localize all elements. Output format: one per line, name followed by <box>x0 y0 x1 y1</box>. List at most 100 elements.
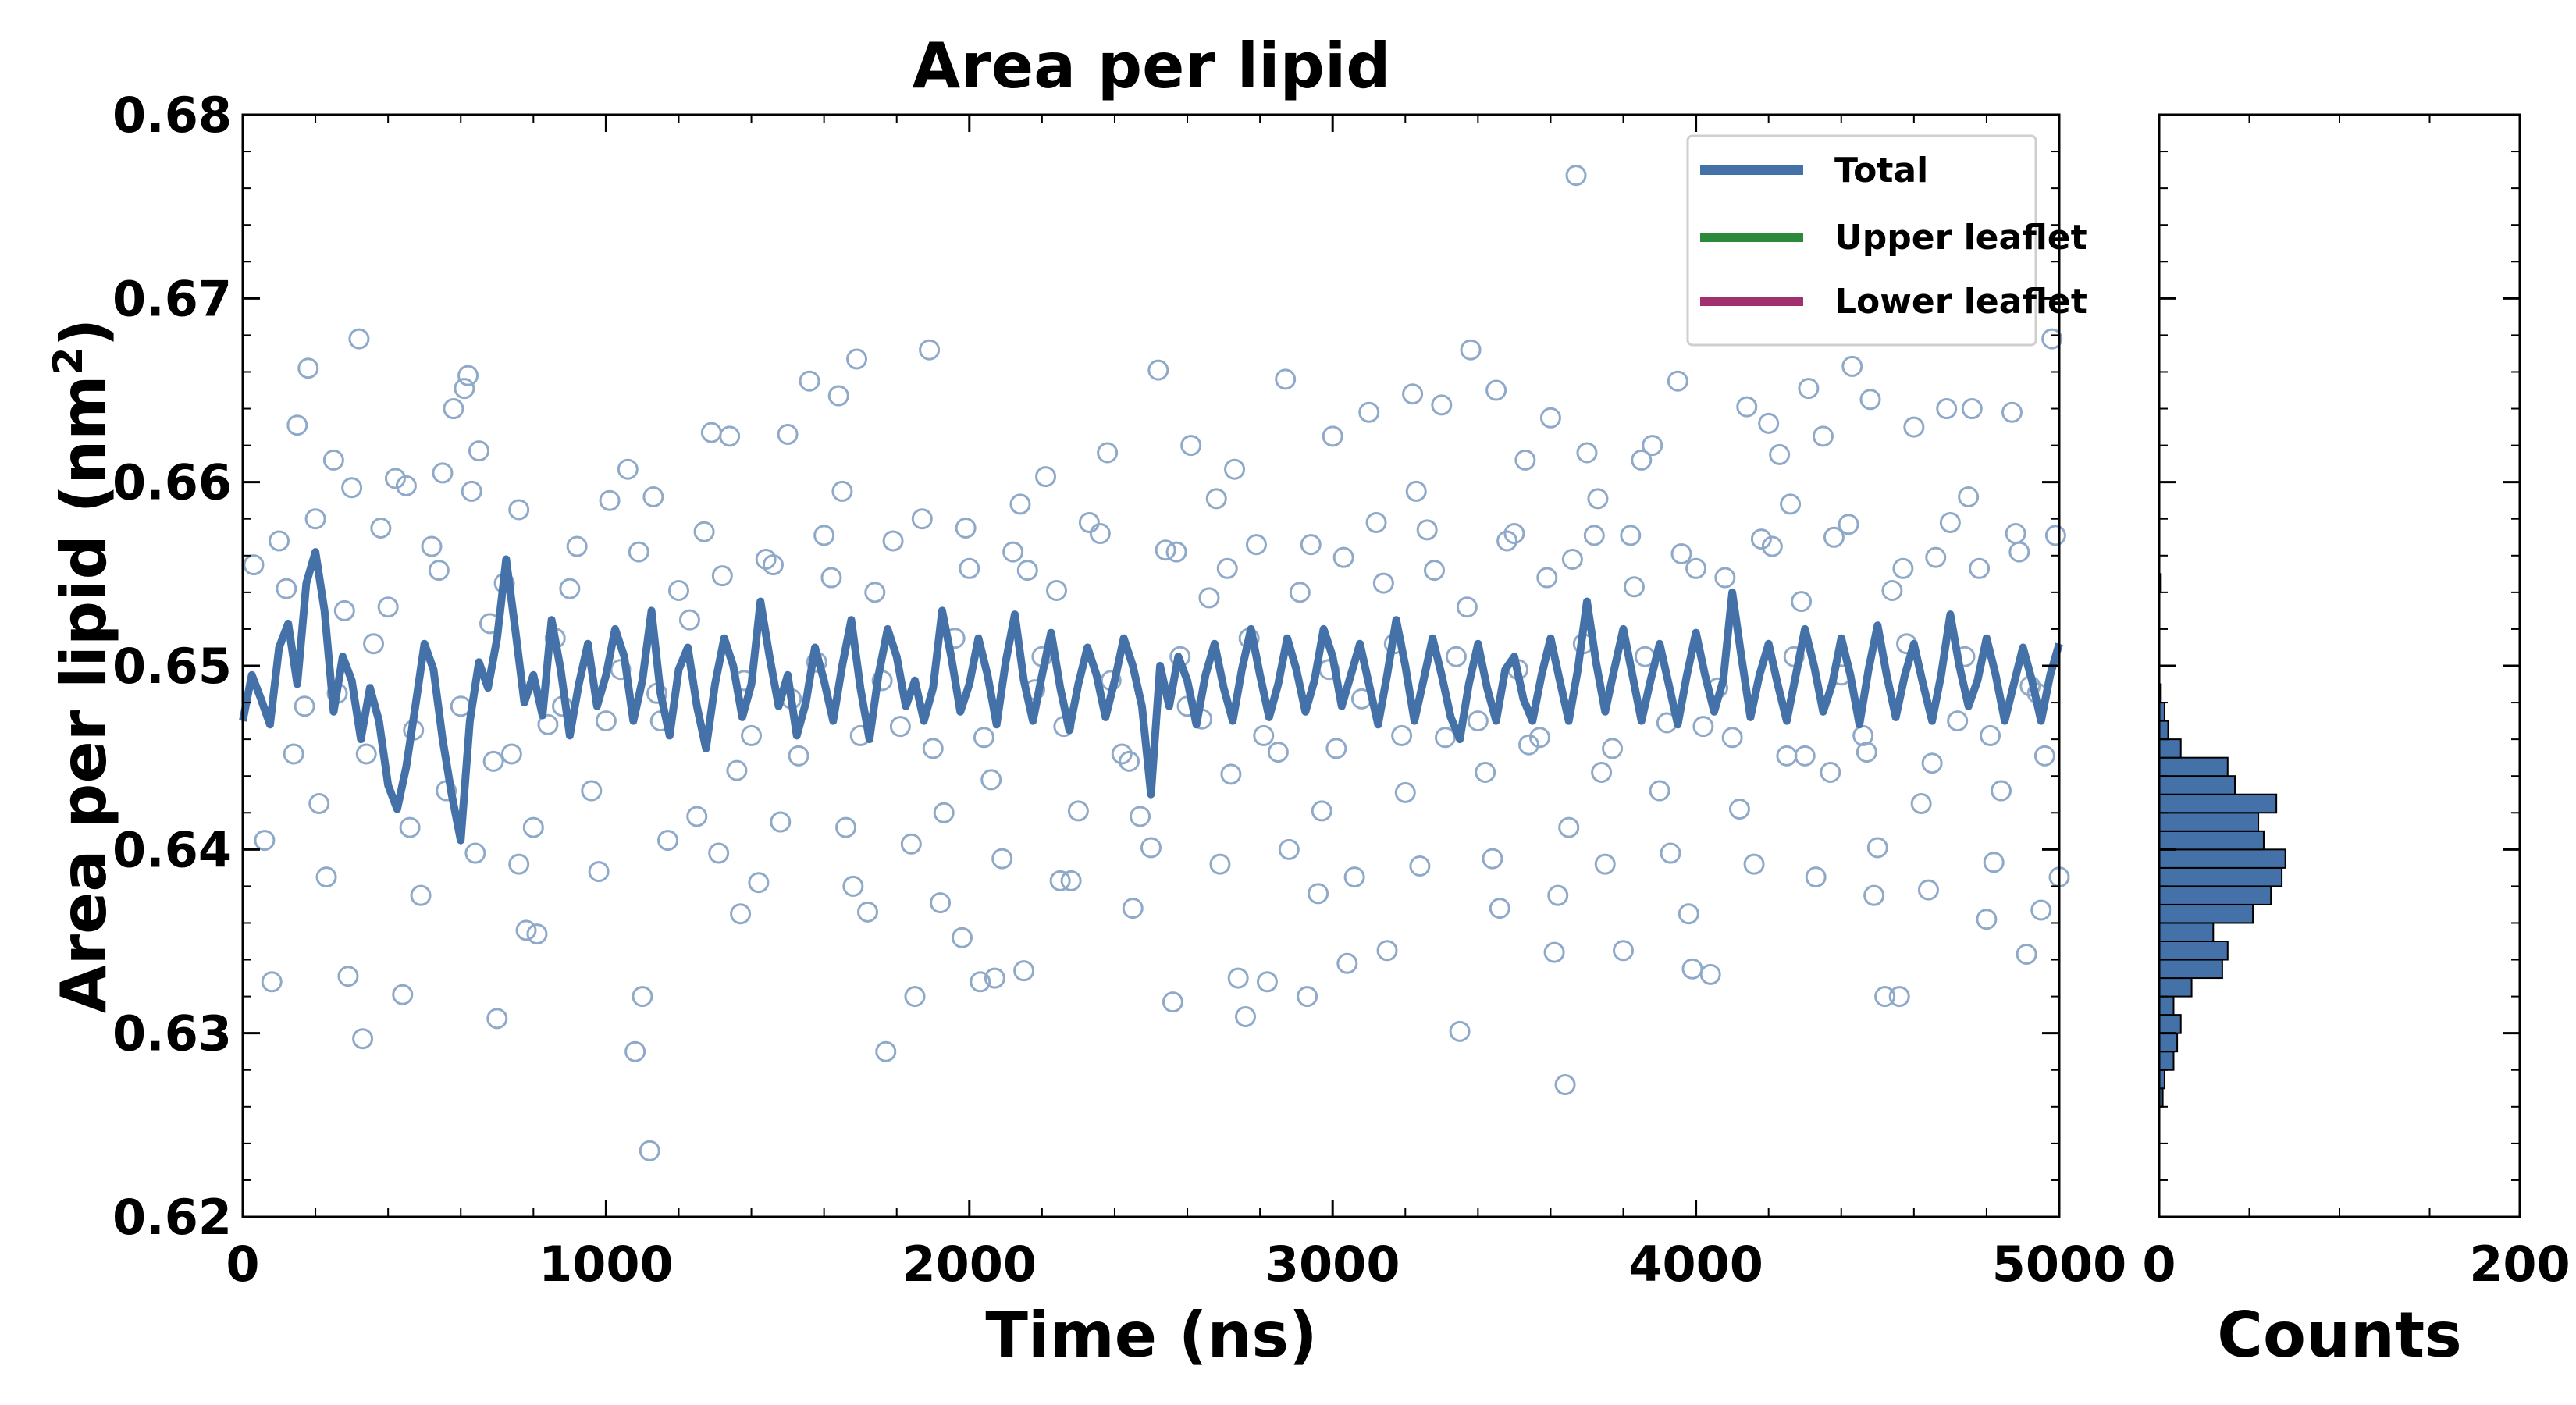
histogram-axis-ticks: 0 200 <box>2142 113 2571 1293</box>
scatter-point-223 <box>333 599 355 621</box>
scatter-point-103 <box>711 565 733 587</box>
scatter-point-129 <box>1289 582 1311 603</box>
scatter-point-287 <box>1308 883 1329 905</box>
scatter-point-89 <box>355 743 377 765</box>
y-axis-label-close: ) <box>48 318 120 347</box>
scatter-point-270 <box>1852 724 1874 746</box>
scatter-point-14 <box>468 440 490 462</box>
scatter-point-276 <box>2033 745 2055 767</box>
scatter-point-45 <box>1256 971 1278 993</box>
scatter-point-182 <box>770 811 792 833</box>
y-tick-label-2: 0.64 <box>112 821 232 878</box>
scatter-point-118 <box>1045 580 1067 602</box>
scatter-point-110 <box>864 582 886 603</box>
histogram-plot: 0 200 <box>2142 113 2571 1293</box>
scatter-point-2 <box>286 414 308 436</box>
scatter-point-167 <box>283 743 304 765</box>
scatter-point-108 <box>813 525 835 546</box>
scatter-point-90 <box>377 596 399 618</box>
x-axis-label: Time (ns) <box>985 1299 1317 1371</box>
scatter-point-133 <box>1372 572 1394 594</box>
scatter-point-25 <box>799 370 820 392</box>
scatter-point-206 <box>1594 853 1616 875</box>
histogram-bar-18 <box>2158 756 2229 777</box>
scatter-point-212 <box>1805 866 1827 888</box>
scatter-point-242 <box>922 738 944 759</box>
scatter-point-218 <box>1983 852 2005 873</box>
x-tick-label-3: 3000 <box>1265 1236 1400 1293</box>
scatter-point-243 <box>955 518 977 539</box>
scatter-point-102 <box>686 806 708 827</box>
x-tick-label-2: 2000 <box>902 1236 1037 1293</box>
scatter-point-204 <box>1547 884 1569 906</box>
scatter-point-176 <box>588 861 610 883</box>
legend-box <box>1686 134 2037 347</box>
scatter-point-278 <box>395 475 417 496</box>
scatter-point-92 <box>421 535 443 557</box>
scatter-point-28 <box>856 901 878 923</box>
histogram-bar-12 <box>2158 866 2283 887</box>
y-axis-label: Area per lipid (nm2) <box>45 318 120 1014</box>
scatter-point-259 <box>1503 523 1525 545</box>
y-tick-label-6: 0.68 <box>112 87 232 144</box>
histogram-bar-6 <box>2158 977 2193 998</box>
scatter-point-56 <box>1485 379 1507 401</box>
scatter-point-271 <box>1892 557 1914 579</box>
scatter-point-113 <box>933 802 955 823</box>
histogram-bar-19 <box>2158 738 2182 759</box>
scatter-point-161 <box>1969 557 1991 579</box>
scatter-point-190 <box>1060 870 1082 891</box>
scatter-point-249 <box>1165 541 1187 563</box>
scatter-point-10 <box>432 462 454 484</box>
scatter-point-201 <box>1445 646 1467 667</box>
scatter-point-15 <box>486 1008 508 1030</box>
scatter-point-91 <box>399 816 421 838</box>
histogram-bar-3 <box>2158 1032 2179 1053</box>
scatter-point-152 <box>1776 745 1798 767</box>
scatter-point-1 <box>297 357 319 379</box>
scatter-point-31 <box>919 339 941 361</box>
scatter-point-59 <box>1543 941 1565 963</box>
scatter-point-170 <box>410 884 432 906</box>
scatter-point-0 <box>261 971 283 993</box>
legend-label-total: Total <box>1834 151 1928 190</box>
y-axis-label-text: Area per lipid (nm <box>48 375 120 1013</box>
scatter-point-267 <box>1761 535 1783 557</box>
scatter-point-210 <box>1743 853 1765 875</box>
scatter-point-127 <box>1245 534 1267 556</box>
scatter-point-58 <box>1539 407 1561 429</box>
scatter-point-232 <box>595 710 617 732</box>
scatter-point-198 <box>1343 866 1365 888</box>
scatter-point-279 <box>508 853 530 875</box>
scatter-point-77 <box>1888 986 1910 1008</box>
scatter-point-153 <box>1791 591 1813 613</box>
scatter-point-120 <box>1089 523 1111 545</box>
scatter-point-24 <box>777 423 799 445</box>
scatter-point-32 <box>951 927 973 948</box>
scatter-point-196 <box>1278 838 1300 860</box>
y-tick-label-3: 0.65 <box>112 638 232 695</box>
main-axis-ticks: 0 1000 2000 3000 4000 5000 0.62 0.63 0.64 0.65 0.6… <box>112 87 2126 1293</box>
scatter-point-62 <box>1576 442 1598 464</box>
scatter-point-180 <box>708 842 730 864</box>
scatter-point-256 <box>1391 724 1413 746</box>
x-tick-label-4: 4000 <box>1628 1236 1763 1293</box>
scatter-point-64 <box>1631 449 1653 471</box>
scatter-point-115 <box>980 769 1002 791</box>
scatter-point-214 <box>1866 837 1888 859</box>
y-axis-label-superscript: 2 <box>45 347 92 375</box>
scatter-point-82 <box>2001 401 2023 423</box>
scatter-point-23 <box>719 425 741 447</box>
scatter-point-107 <box>788 745 809 767</box>
scatter-point-47 <box>1297 986 1318 1008</box>
scatter-point-83 <box>2016 943 2037 965</box>
scatter-point-50 <box>1358 401 1380 423</box>
scatter-point-138 <box>1475 761 1496 783</box>
scatter-point-80 <box>1961 398 1983 420</box>
scatter-point-48 <box>1322 425 1343 447</box>
scatter-point-158 <box>1910 793 1932 814</box>
histogram-x-axis-label: Counts <box>2217 1299 2461 1371</box>
scatter-point-51 <box>1376 940 1398 962</box>
scatter-point-116 <box>1002 541 1024 563</box>
histogram-bar-17 <box>2158 775 2236 795</box>
